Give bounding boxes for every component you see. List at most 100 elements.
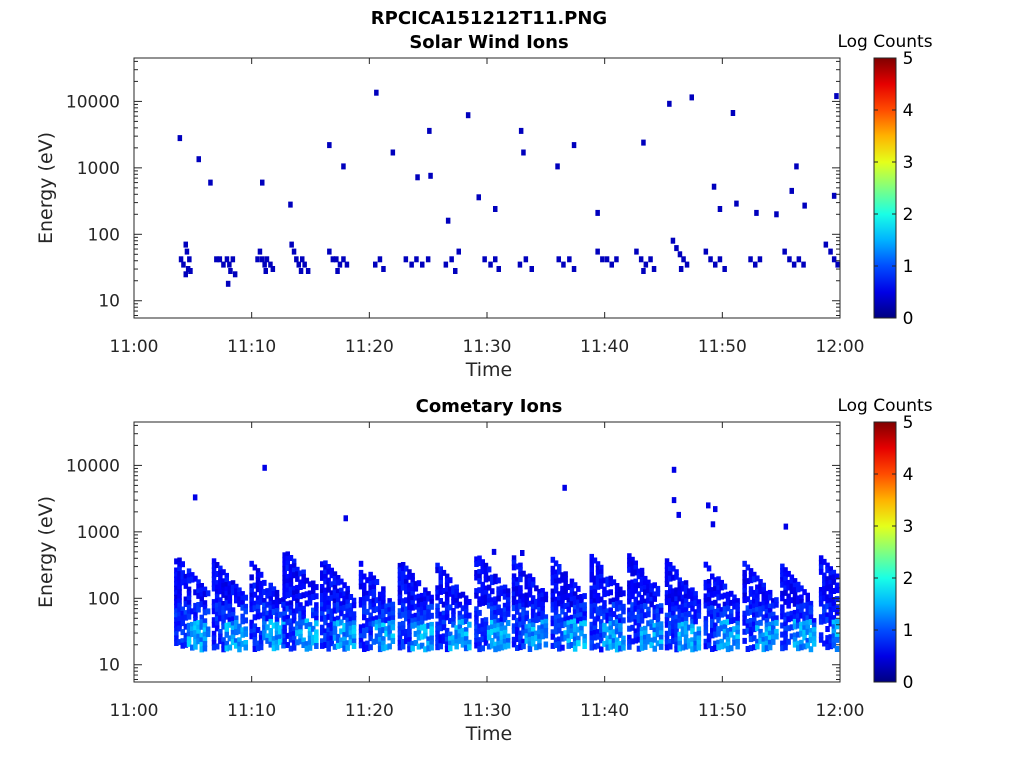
data-cell <box>243 626 248 633</box>
data-cell <box>314 611 319 618</box>
data-cell <box>326 600 331 607</box>
data-cell <box>211 639 217 646</box>
data-cell <box>553 642 559 648</box>
data-cell <box>397 644 403 651</box>
data-cell <box>174 626 179 633</box>
data-cell <box>483 626 489 633</box>
data-cell <box>599 646 604 653</box>
data-cell <box>301 569 306 576</box>
data-cell <box>342 627 347 634</box>
data-cell <box>664 590 670 597</box>
data-cell <box>550 629 556 636</box>
data-cell <box>496 595 501 602</box>
data-cell <box>569 592 575 599</box>
data-cell <box>668 611 673 618</box>
data-cell <box>569 587 575 594</box>
data-cell <box>643 630 648 637</box>
data-cell <box>368 598 373 605</box>
data-cell <box>646 638 651 645</box>
data-cell <box>323 564 328 571</box>
data-cell <box>599 637 604 644</box>
data-cell <box>174 576 179 583</box>
data-cell <box>416 607 422 614</box>
data-cell <box>291 644 297 651</box>
data-cell <box>518 612 523 619</box>
data-cell <box>227 621 233 628</box>
data-cell <box>234 592 239 599</box>
data-cell <box>174 594 179 601</box>
data-cell <box>614 592 620 598</box>
data-cell <box>480 581 485 588</box>
data-cell <box>569 619 575 626</box>
data-cell <box>543 596 549 603</box>
data-cell <box>429 635 434 642</box>
data-cell <box>589 572 594 578</box>
data-cell <box>592 625 598 632</box>
data-cell <box>636 604 642 611</box>
data-cell <box>595 633 601 640</box>
data-cell <box>196 592 201 599</box>
data-cell <box>735 620 740 627</box>
data-cell <box>288 636 294 643</box>
data-cell <box>674 573 679 580</box>
data-cell <box>805 628 810 635</box>
data-cell <box>301 578 306 585</box>
data-cell <box>368 589 373 596</box>
data-cell <box>404 606 409 613</box>
data-cell <box>377 618 383 625</box>
data-cell <box>368 585 373 592</box>
data-cell <box>196 633 201 640</box>
data-cell <box>237 587 242 594</box>
data-cell <box>671 606 676 613</box>
data-cell <box>602 609 607 616</box>
data-cell <box>703 625 709 632</box>
data-cell <box>674 591 679 598</box>
data-cell <box>748 636 754 643</box>
data-cell <box>258 589 264 596</box>
colorbar-label: Log Counts <box>837 396 932 416</box>
data-cell <box>681 256 686 263</box>
data-cell <box>252 637 258 643</box>
data-cell <box>186 600 192 607</box>
data-cell <box>291 594 297 601</box>
data-cell <box>834 93 839 100</box>
data-cell <box>518 127 524 134</box>
data-cell <box>643 575 648 582</box>
data-cell <box>557 636 562 643</box>
data-cell <box>828 607 833 613</box>
data-cell <box>265 615 270 622</box>
data-cell <box>397 626 403 633</box>
data-cell <box>563 603 568 609</box>
data-cell <box>214 580 220 587</box>
data-cell <box>224 613 229 620</box>
data-cell <box>288 618 294 625</box>
data-cell <box>477 628 482 634</box>
data-cell <box>467 639 472 646</box>
data-cell <box>177 621 182 627</box>
data-cell <box>404 615 409 622</box>
data-cell <box>696 612 702 619</box>
data-cell <box>605 608 610 615</box>
data-cell <box>550 615 556 622</box>
data-cell <box>285 592 290 599</box>
data-cell <box>288 568 294 575</box>
data-cell <box>758 633 763 640</box>
data-cell <box>789 583 795 590</box>
data-cell <box>589 576 594 583</box>
data-cell <box>451 612 456 619</box>
data-cell <box>537 588 542 595</box>
data-cell <box>199 614 204 621</box>
data-cell <box>831 192 837 199</box>
data-cell <box>683 602 689 609</box>
data-cell <box>608 630 613 637</box>
data-cell <box>569 642 575 648</box>
data-cell <box>722 583 728 590</box>
data-cell <box>627 616 632 623</box>
data-cell <box>599 564 604 571</box>
data-cell <box>365 645 370 652</box>
data-cell <box>193 575 198 582</box>
data-cell <box>646 606 651 613</box>
data-cell <box>668 625 673 632</box>
data-cell <box>729 618 734 624</box>
data-cell <box>358 637 364 644</box>
